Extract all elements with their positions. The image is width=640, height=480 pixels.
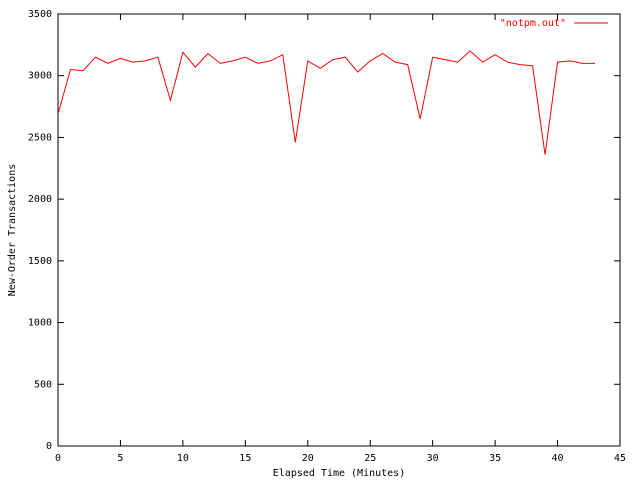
y-tick-label: 0 bbox=[46, 441, 52, 452]
x-tick-label: 15 bbox=[239, 453, 251, 464]
y-tick-label: 1500 bbox=[28, 256, 52, 267]
plot-frame bbox=[57, 13, 621, 447]
x-tick-label: 25 bbox=[364, 453, 376, 464]
x-tick-label: 0 bbox=[55, 453, 61, 464]
x-tick-label: 35 bbox=[489, 453, 501, 464]
x-tick-label: 10 bbox=[177, 453, 189, 464]
legend-label: "notpm.out" bbox=[500, 18, 566, 29]
y-axis-label: New-Order Transactions bbox=[7, 164, 18, 296]
y-tick-label: 1000 bbox=[28, 318, 52, 329]
y-tick-label: 500 bbox=[34, 379, 52, 390]
x-tick-label: 20 bbox=[302, 453, 314, 464]
x-axis-label: Elapsed Time (Minutes) bbox=[273, 468, 405, 479]
x-tick-label: 5 bbox=[117, 453, 123, 464]
y-tick-label: 2500 bbox=[28, 132, 52, 143]
data-line bbox=[57, 50, 596, 155]
y-tick-label: 3500 bbox=[28, 9, 52, 20]
x-tick-label: 45 bbox=[614, 453, 626, 464]
y-tick-label: 2000 bbox=[28, 194, 52, 205]
x-tick-label: 30 bbox=[427, 453, 439, 464]
y-tick-label: 3000 bbox=[28, 71, 52, 82]
x-tick-label: 40 bbox=[552, 453, 564, 464]
